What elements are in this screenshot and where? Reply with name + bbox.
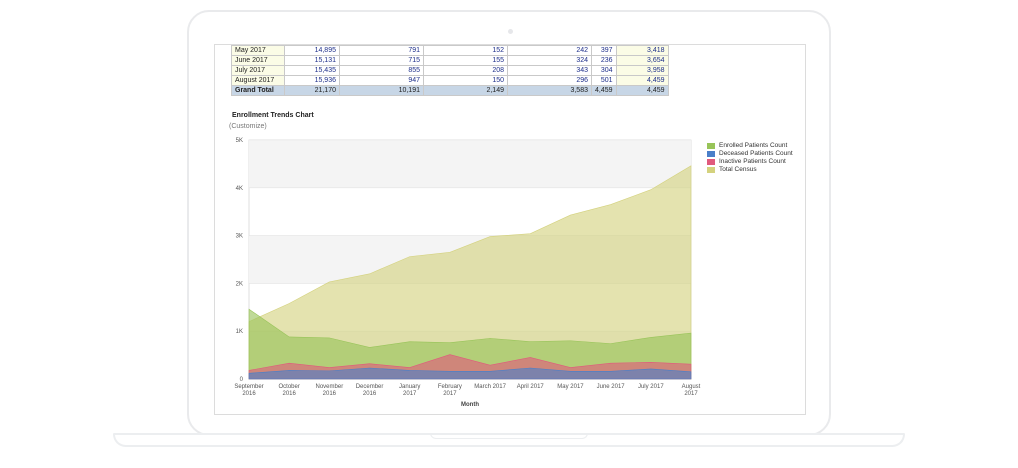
x-tick-line: June 2017 [597,384,626,390]
legend-item[interactable]: Deceased Patients Count [707,150,793,158]
x-tick-line: September [234,384,263,390]
chart-title: Enrollment Trends Chart [232,112,314,119]
x-tick-line: August [682,384,701,390]
customize-link[interactable]: (Customize) [229,123,267,130]
chart-legend: Enrolled Patients Count Deceased Patients… [707,142,793,174]
area-series [248,165,692,380]
x-tick-line: 2016 [283,391,297,397]
x-tick-label: September 2016 [234,384,263,397]
x-tick-line: February [438,384,462,390]
x-tick-line: May 2017 [557,384,584,390]
legend-item[interactable]: Enrolled Patients Count [707,142,793,150]
x-tick-line: November [316,384,344,390]
summary-table: May 2017 14,895 791 152 242 397 3,418 June 2017… [231,45,669,96]
x-tick-label: November 2016 [316,384,344,397]
legend-swatch [707,143,715,149]
legend-swatch [707,159,715,165]
legend-swatch [707,151,715,157]
x-tick-line: July 2017 [638,384,664,390]
legend-item[interactable]: Inactive Patients Count [707,158,793,166]
x-tick-label: October 2016 [279,384,300,397]
area-series [248,367,692,380]
x-tick-label: May 2017 [557,384,584,390]
grid-band [249,140,691,188]
x-tick-line: October [279,384,300,390]
legend-label: Total Census [719,166,757,173]
x-tick-label: February 2017 [438,384,462,397]
table-cell: 4,459 [615,85,669,96]
legend-swatch [707,167,715,173]
x-tick-label: December 2016 [356,384,384,397]
report-screen: May 2017 14,895 791 152 242 397 3,418 June 2017… [214,44,806,415]
table-total-row: Grand Total 21,170 10,191 2,149 3,583 4,459 4,… [231,85,669,96]
table-cell: 3,583 [507,85,592,96]
laptop-notch [430,433,588,439]
x-tick-line: 2016 [363,391,377,397]
camera-dot [508,29,513,34]
legend-label: Deceased Patients Count [719,150,793,157]
legend-label: Inactive Patients Count [719,158,786,165]
table-row: May 2017 14,895 791 152 242 397 3,418 [231,45,669,56]
x-tick-line: 2017 [443,391,457,397]
x-tick-line: 2016 [323,391,337,397]
x-tick-label: April 2017 [517,384,545,390]
x-tick-label: January 2017 [399,384,420,397]
y-tick-label: 3K [236,234,243,240]
x-tick-line: April 2017 [517,384,545,390]
x-tick-label: June 2017 [597,384,626,390]
x-tick-line: 2017 [684,391,698,397]
x-tick-label: August 2017 [682,384,701,397]
table-row: June 2017 15,131 715 155 324 236 3,654 [231,55,669,66]
y-tick-label: 2K [236,281,243,287]
y-tick-label: 0 [240,377,244,383]
x-tick-line: December [356,384,384,390]
y-tick-label: 5K [236,138,243,144]
x-tick-label: March 2017 [474,384,506,390]
legend-label: Enrolled Patients Count [719,142,788,149]
x-axis-label: Month [461,402,479,408]
x-tick-line: 2017 [403,391,417,397]
x-tick-line: January [399,384,420,390]
x-tick-line: 2016 [242,391,256,397]
legend-item[interactable]: Total Census [707,166,793,174]
x-tick-label: July 2017 [638,384,664,390]
x-tick-line: March 2017 [474,384,506,390]
y-tick-label: 1K [236,329,243,335]
area-series [248,308,692,380]
y-tick-label: 4K [236,186,243,192]
table-row: August 2017 15,936 947 150 296 501 4,459 [231,75,669,86]
